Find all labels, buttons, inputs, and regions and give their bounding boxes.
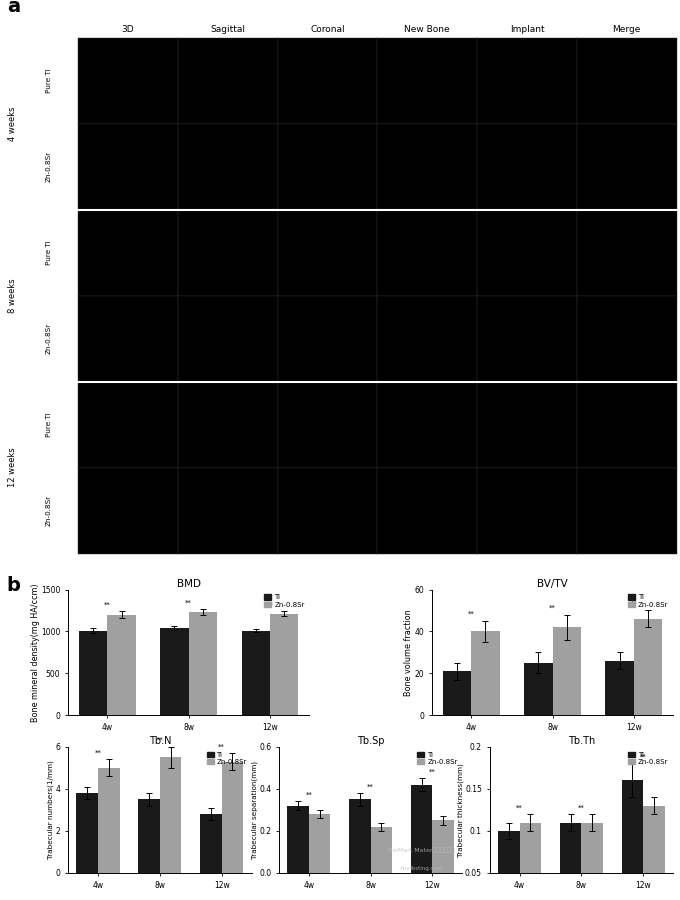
Bar [605,661,634,716]
Text: **: ** [367,783,374,789]
Y-axis label: Trabecular separation(mm): Trabecular separation(mm) [251,760,258,859]
Text: 3D: 3D [122,25,135,34]
Legend: Ti, Zn-0.8Sr: Ti, Zn-0.8Sr [627,751,670,767]
Title: Tb.Th: Tb.Th [568,736,595,746]
Text: Implant: Implant [510,25,544,34]
Text: **: ** [95,750,101,756]
Legend: Ti, Zn-0.8Sr: Ti, Zn-0.8Sr [263,593,306,609]
Bar [241,631,270,716]
Bar [471,632,500,716]
Text: **: ** [186,599,192,606]
Bar [160,628,189,716]
Text: b: b [7,576,20,595]
Bar [160,757,182,873]
Bar [200,814,222,873]
Bar [432,821,454,873]
Text: **: ** [429,769,436,775]
Text: Pure Ti: Pure Ti [46,412,52,436]
Text: **: ** [549,605,556,611]
Text: Pure Ti: Pure Ti [46,68,52,93]
Y-axis label: Trabecular numbers(1/mm): Trabecular numbers(1/mm) [48,760,54,860]
Bar [634,619,662,716]
Bar [138,799,160,873]
Text: **: ** [578,805,585,810]
Bar [560,823,581,900]
Text: **: ** [640,754,647,760]
Text: **: ** [516,805,523,810]
Bar [349,799,371,873]
Title: Tb.Sp: Tb.Sp [357,736,384,746]
Text: **: ** [267,601,273,608]
Text: **: ** [305,792,312,797]
Bar [309,814,330,873]
Bar [222,761,243,873]
Y-axis label: Trabecular thickness(mm): Trabecular thickness(mm) [457,763,464,857]
Text: AnyTesting.com: AnyTesting.com [400,866,443,871]
Bar [643,806,665,900]
Text: **: ** [218,743,225,750]
Bar [411,785,432,873]
Bar [189,612,217,716]
Bar [622,780,643,900]
Text: Pure Ti: Pure Ti [46,240,52,265]
Legend: Ti, Zn-0.8Sr: Ti, Zn-0.8Sr [627,593,670,609]
Text: Sagittal: Sagittal [210,25,245,34]
Text: 12 weeks: 12 weeks [7,447,17,488]
Bar [498,831,520,900]
Text: 8 weeks: 8 weeks [7,278,17,313]
Text: **: ** [468,611,475,617]
Bar [107,615,136,716]
Text: Coronal: Coronal [310,25,345,34]
Title: BMD: BMD [177,579,201,589]
Bar [98,768,120,873]
Bar [76,793,98,873]
Text: 4 weeks: 4 weeks [7,106,17,141]
Text: a: a [7,0,20,16]
Text: **: ** [104,601,111,608]
Text: Merge: Merge [613,25,641,34]
Y-axis label: Bone mineral density(mg HA/ccm): Bone mineral density(mg HA/ccm) [31,583,39,722]
Title: Tb.N: Tb.N [148,736,171,746]
Bar [520,823,541,900]
Text: Zn-0.8Sr: Zn-0.8Sr [46,495,52,526]
Bar [371,827,392,873]
Text: New Bone: New Bone [405,25,450,34]
Text: Zn-0.8Sr: Zn-0.8Sr [46,323,52,355]
Bar [524,663,552,716]
Y-axis label: Bone volume fraction: Bone volume fraction [404,609,413,696]
Bar [79,631,107,716]
Legend: Ti, Zn-0.8Sr: Ti, Zn-0.8Sr [205,751,248,767]
Title: BV/TV: BV/TV [537,579,568,589]
Bar [581,823,603,900]
Bar [287,806,309,873]
Text: Zn-0.8Sr: Zn-0.8Sr [46,151,52,183]
Bar [552,627,581,716]
Bar [443,671,471,716]
Text: **: ** [630,600,637,607]
Text: **: ** [156,737,163,743]
Legend: Ti, Zn-0.8Sr: Ti, Zn-0.8Sr [416,751,459,767]
Text: BioMart Mater生物活性材料: BioMart Mater生物活性材料 [388,848,455,853]
Bar [270,614,299,716]
